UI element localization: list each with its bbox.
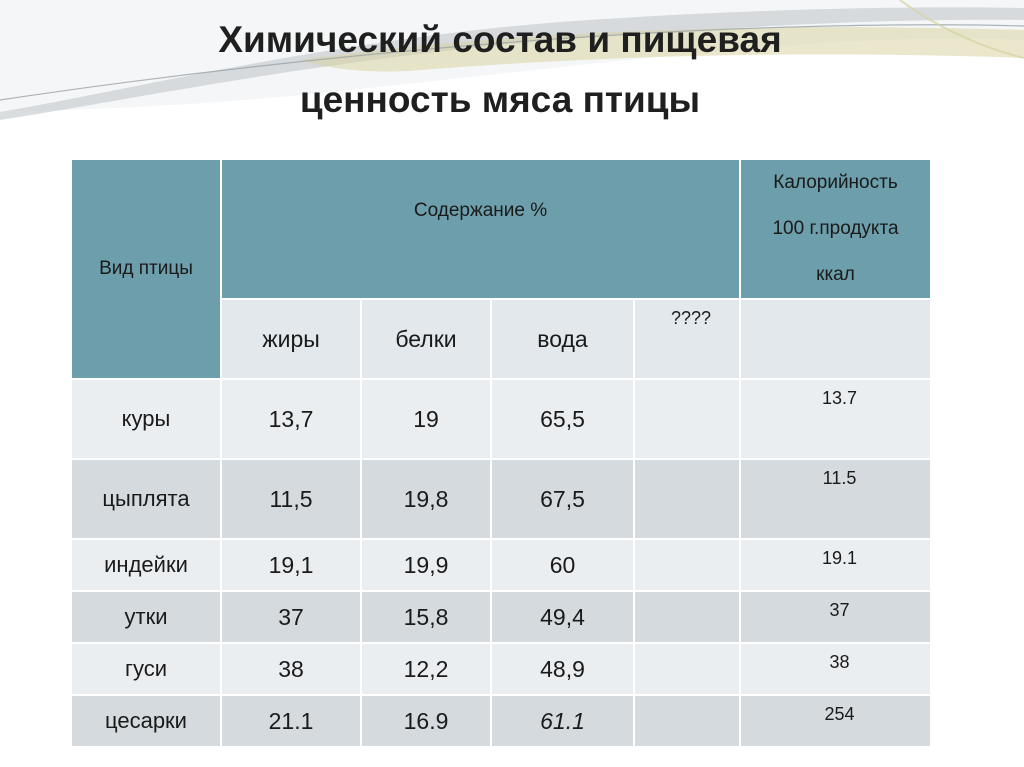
row-calorie: 11.5 xyxy=(739,458,932,540)
subheader-fat: жиры xyxy=(220,298,362,380)
header-content: Содержание % xyxy=(220,158,741,300)
row-name: гуси xyxy=(70,642,222,696)
row-protein: 16.9 xyxy=(360,694,492,748)
subheader-unknown: ???? xyxy=(633,298,741,380)
row-protein: 12,2 xyxy=(360,642,492,696)
subheader-water: вода xyxy=(490,298,635,380)
row-fat: 13,7 xyxy=(220,378,362,460)
page-title: Химический состав и пищевая ценность мяс… xyxy=(120,10,880,130)
header-calorie-line-2: 100 г.продукта xyxy=(772,218,899,239)
header-calorie-line-1: Калорийность xyxy=(773,172,898,193)
row-calorie: 254 xyxy=(739,694,932,748)
row-name: утки xyxy=(70,590,222,644)
poultry-composition-table: Вид птицы Содержание % Калорийность 100 … xyxy=(70,158,932,748)
header-calorie-line-3: ккал xyxy=(816,264,855,285)
row-fat: 19,1 xyxy=(220,538,362,592)
row-unknown xyxy=(633,458,741,540)
row-name: индейки xyxy=(70,538,222,592)
header-swoosh-decoration xyxy=(0,0,1024,120)
row-unknown xyxy=(633,538,741,592)
subheader-protein: белки xyxy=(360,298,492,380)
row-water: 65,5 xyxy=(490,378,635,460)
header-kind: Вид птицы xyxy=(70,158,222,380)
row-fat: 11,5 xyxy=(220,458,362,540)
row-protein: 19,8 xyxy=(360,458,492,540)
row-calorie: 13.7 xyxy=(739,378,932,460)
row-calorie: 37 xyxy=(739,590,932,644)
row-protein: 15,8 xyxy=(360,590,492,644)
header-calorie: Калорийность 100 г.продукта ккал xyxy=(739,158,932,300)
row-fat: 38 xyxy=(220,642,362,696)
row-water: 67,5 xyxy=(490,458,635,540)
subheader-blank xyxy=(739,298,932,380)
table-row: куры 13,7 19 65,5 13.7 xyxy=(70,378,932,460)
row-name: куры xyxy=(70,378,222,460)
row-calorie: 38 xyxy=(739,642,932,696)
row-water: 61.1 xyxy=(490,694,635,748)
row-protein: 19,9 xyxy=(360,538,492,592)
table-row: цыплята 11,5 19,8 67,5 11.5 xyxy=(70,458,932,540)
row-water: 60 xyxy=(490,538,635,592)
table-row: цесарки 21.1 16.9 61.1 254 xyxy=(70,694,932,748)
row-protein: 19 xyxy=(360,378,492,460)
title-line-2: ценность мяса птицы xyxy=(299,79,701,120)
table-row: гуси 38 12,2 48,9 38 xyxy=(70,642,932,696)
row-unknown xyxy=(633,378,741,460)
row-fat: 21.1 xyxy=(220,694,362,748)
title-line-1: Химический состав и пищевая xyxy=(218,19,782,60)
row-unknown xyxy=(633,590,741,644)
table-row: индейки 19,1 19,9 60 19.1 xyxy=(70,538,932,592)
row-name: цыплята xyxy=(70,458,222,540)
row-unknown xyxy=(633,694,741,748)
row-water: 49,4 xyxy=(490,590,635,644)
row-fat: 37 xyxy=(220,590,362,644)
row-unknown xyxy=(633,642,741,696)
row-water: 48,9 xyxy=(490,642,635,696)
row-calorie: 19.1 xyxy=(739,538,932,592)
row-name: цесарки xyxy=(70,694,222,748)
table-row: утки 37 15,8 49,4 37 xyxy=(70,590,932,644)
